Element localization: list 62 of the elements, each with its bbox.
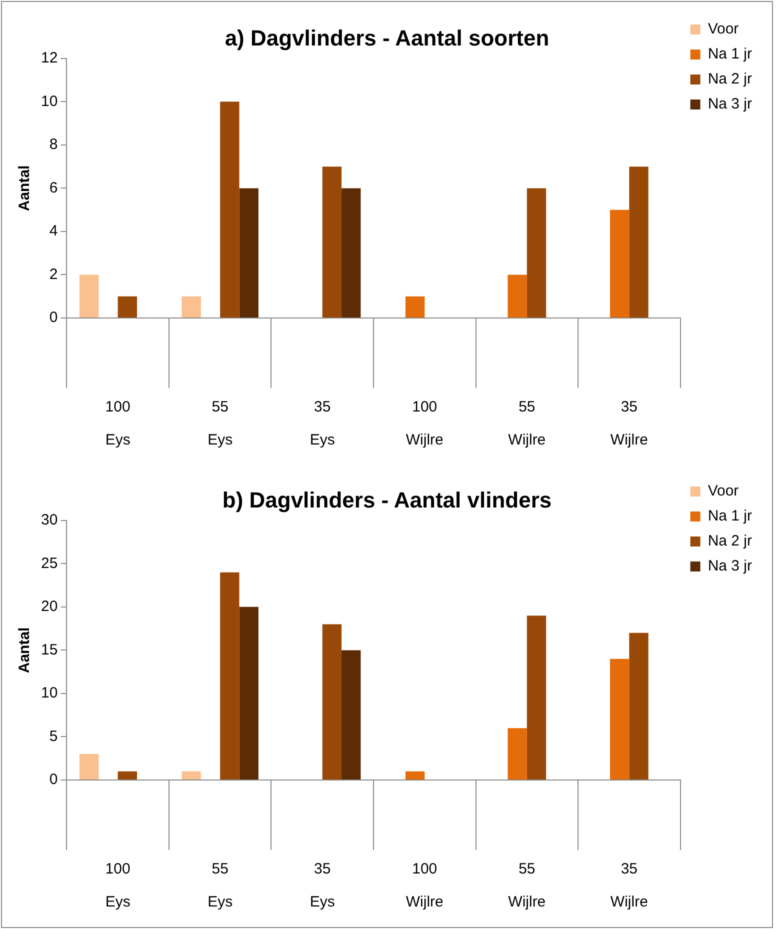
- bar: [405, 771, 425, 780]
- bar: [239, 606, 258, 780]
- y-tick-label: 0: [49, 771, 58, 788]
- legend-label: Na 3 jr: [708, 558, 752, 575]
- x-tick-label: 35 Eys: [310, 860, 335, 911]
- x-tick-label: 35 Wijlre: [610, 398, 648, 449]
- y-tick-label: 10: [40, 92, 58, 110]
- bar: [629, 166, 648, 318]
- bar: [322, 166, 342, 318]
- y-tick-label: 15: [40, 641, 58, 658]
- x-tick-label: 55 Eys: [208, 398, 233, 449]
- bar: [629, 632, 648, 780]
- bar: [342, 188, 361, 318]
- legend-label: Voor: [708, 482, 739, 500]
- y-tick-label: 12: [40, 50, 58, 67]
- y-tick-label: 20: [40, 598, 58, 616]
- bar: [118, 296, 137, 318]
- chart-title: b) Dagvlinders - Aantal vlinders: [222, 487, 552, 512]
- x-tick-label: 100 Wijlre: [406, 860, 444, 911]
- bar: [79, 274, 99, 318]
- bar: [322, 624, 342, 780]
- y-tick-label: 10: [40, 684, 58, 702]
- legend-label: Voor: [708, 20, 739, 38]
- bar: [182, 296, 201, 318]
- legend-label: Na 2 jr: [708, 70, 752, 88]
- bar: [220, 102, 240, 318]
- y-tick-label: 4: [49, 222, 58, 240]
- bar: [526, 616, 546, 780]
- bar: [610, 210, 630, 318]
- x-tick-label: 55 Eys: [208, 860, 233, 911]
- y-axis-title: Aantal: [16, 627, 34, 674]
- y-tick-label: 25: [40, 554, 58, 572]
- y-tick-label: 2: [49, 266, 58, 283]
- y-tick-label: 30: [40, 512, 58, 529]
- bar: [182, 771, 201, 780]
- bar: [405, 296, 425, 318]
- bar: [610, 658, 630, 780]
- x-tick-label: 100 Wijlre: [406, 398, 444, 449]
- bar: [239, 188, 258, 318]
- legend-label: Na 2 jr: [708, 532, 752, 550]
- bar: [508, 728, 527, 780]
- y-axis-title: Aantal: [16, 165, 34, 212]
- bar: [79, 754, 99, 780]
- x-tick-label: 55 Wijlre: [508, 398, 546, 449]
- bar: [220, 572, 240, 780]
- bar: [342, 650, 361, 780]
- y-tick-label: 5: [49, 728, 58, 745]
- bar: [526, 188, 546, 318]
- y-tick-label: 6: [49, 179, 58, 196]
- legend-label: Na 1 jr: [708, 46, 752, 63]
- bar: [508, 274, 527, 318]
- x-tick-label: 100 Eys: [105, 860, 130, 911]
- bar: [118, 771, 137, 780]
- legend-label: Na 3 jr: [708, 96, 752, 113]
- x-tick-label: 35 Eys: [310, 398, 335, 449]
- y-tick-label: 8: [49, 136, 58, 154]
- x-tick-label: 35 Wijlre: [610, 860, 648, 911]
- y-tick-label: 0: [49, 309, 58, 326]
- legend-label: Na 1 jr: [708, 508, 752, 525]
- x-tick-label: 55 Wijlre: [508, 860, 546, 911]
- x-tick-label: 100 Eys: [105, 398, 130, 449]
- chart-title: a) Dagvlinders - Aantal soorten: [224, 25, 550, 50]
